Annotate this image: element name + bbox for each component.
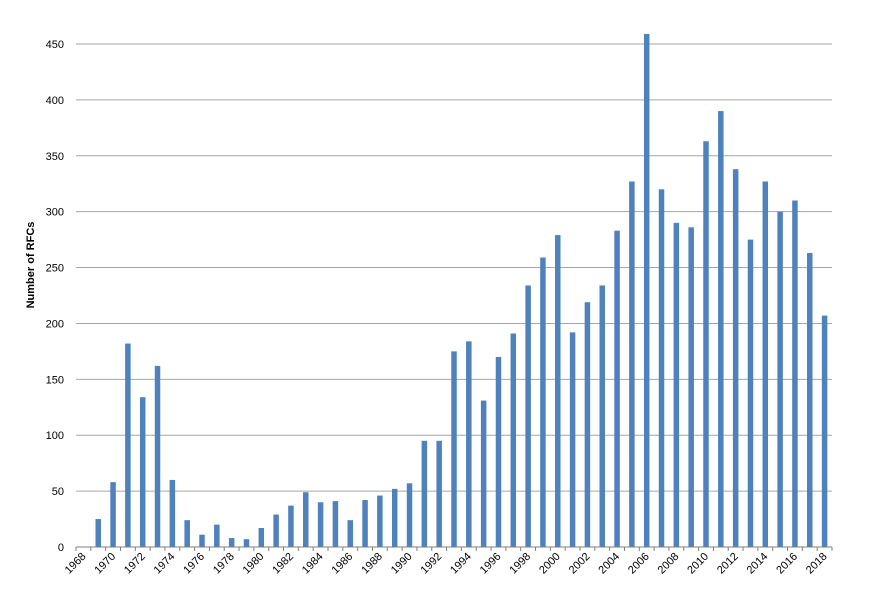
x-tick-label: 2012 [715, 551, 741, 577]
bar-1979 [243, 539, 250, 547]
bar-1998 [525, 285, 531, 547]
y-tick-label: 100 [46, 430, 64, 442]
x-tick-label: 1990 [389, 551, 415, 577]
x-axis-ticks: 1968 1970 1972 1974 1976 1978 1980 1982 1984 1986… [63, 547, 833, 577]
bar-2018 [821, 315, 828, 547]
x-tick-label: 1994 [448, 551, 474, 577]
x-tick-label: 2002 [567, 551, 593, 577]
bar-1999 [540, 257, 546, 547]
y-tick-label: 50 [52, 486, 64, 498]
bar-2016 [792, 200, 798, 548]
bar-2009 [688, 227, 694, 547]
bar-1991 [421, 440, 428, 547]
x-tick-label: 1996 [478, 551, 504, 577]
x-tick-label: 2010 [685, 551, 711, 577]
bar-2015 [777, 211, 783, 548]
bar-1990 [406, 483, 413, 547]
x-tick-label: 2014 [745, 551, 771, 577]
bar-2012 [732, 169, 739, 547]
x-tick-label: 1986 [330, 551, 356, 577]
bar-1997 [510, 333, 517, 547]
x-tick-label: 2004 [596, 551, 622, 577]
x-tick-label: 1970 [92, 551, 118, 577]
bar-2003 [599, 285, 605, 547]
bar-2007 [658, 189, 665, 547]
bar-2002 [584, 302, 591, 547]
bar-1974 [169, 479, 176, 547]
y-tick-label: 350 [46, 151, 64, 163]
bar-1985 [332, 501, 339, 547]
bar-1989 [391, 488, 398, 547]
bar-1982 [288, 505, 294, 547]
x-tick-label: 1982 [270, 551, 296, 577]
bar-1992 [436, 440, 442, 547]
bar-2017 [807, 253, 813, 547]
bar-2010 [703, 141, 709, 547]
bar-1993 [451, 351, 457, 547]
bar-1984 [317, 502, 324, 547]
bar-2005 [629, 181, 635, 548]
x-tick-label: 1984 [300, 551, 326, 577]
bar-1977 [214, 524, 220, 547]
bar-2006 [643, 33, 650, 547]
x-tick-label: 2006 [626, 551, 652, 577]
y-tick-label: 200 [46, 318, 64, 330]
bar-2014 [762, 181, 769, 548]
bar-1970 [110, 482, 116, 547]
gridlines [76, 43, 832, 492]
bar-1995 [480, 400, 487, 547]
y-axis-ticks: 0 50 100 150 200 250 300 350 400 450 [46, 39, 64, 554]
bar-2004 [614, 230, 620, 548]
y-tick-label: 400 [46, 95, 64, 107]
x-tick-label: 1968 [63, 551, 89, 577]
y-tick-label: 0 [58, 542, 64, 554]
x-tick-label: 1992 [419, 551, 445, 577]
bar-2013 [747, 239, 754, 548]
bar-1973 [154, 365, 161, 547]
x-tick-label: 2016 [774, 551, 800, 577]
y-axis-label: Number of RFCs [25, 222, 37, 309]
bar-2000 [555, 235, 561, 547]
y-tick-label: 300 [46, 207, 64, 219]
x-tick-label: 2000 [537, 551, 563, 577]
bar-1983 [303, 492, 309, 547]
bar-2008 [673, 222, 680, 547]
y-tick-label: 150 [46, 374, 64, 386]
bar-1980 [258, 528, 265, 547]
bar-1994 [466, 341, 472, 547]
bar-1978 [228, 538, 235, 547]
bar-1969 [95, 519, 101, 547]
x-tick-label: 1976 [181, 551, 207, 577]
x-tick-label: 1998 [507, 551, 533, 577]
x-tick-label: 1980 [241, 551, 267, 577]
x-tick-label: 2008 [656, 551, 682, 577]
bar-1986 [347, 520, 353, 547]
y-tick-label: 250 [46, 263, 64, 275]
bars [95, 33, 828, 548]
x-tick-label: 2018 [804, 551, 830, 577]
bar-1981 [273, 514, 279, 547]
bar-1972 [139, 397, 146, 547]
bar-1996 [495, 356, 502, 547]
x-tick-label: 1988 [359, 551, 385, 577]
bar-1971 [125, 343, 131, 547]
x-tick-label: 1978 [211, 551, 237, 577]
bar-1976 [199, 534, 205, 547]
x-tick-label: 1972 [122, 551, 148, 577]
x-tick-label: 1974 [152, 551, 178, 577]
bar-2001 [569, 332, 576, 547]
bar-1987 [362, 500, 368, 547]
bar-1988 [377, 495, 383, 547]
y-tick-label: 450 [46, 39, 64, 51]
bar-2011 [718, 111, 724, 547]
bar-1975 [184, 520, 190, 547]
